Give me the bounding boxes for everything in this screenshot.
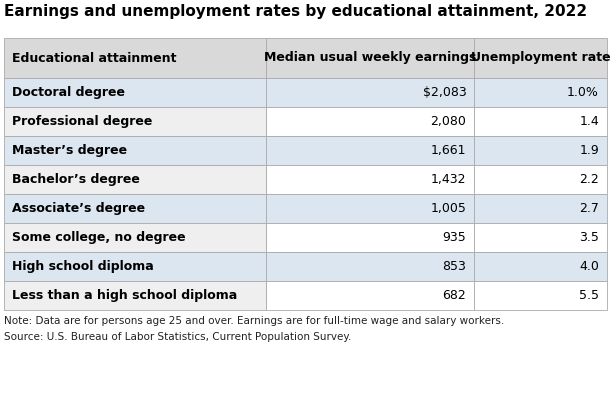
Bar — [266, 38, 474, 78]
Text: Some college, no degree: Some college, no degree — [12, 231, 186, 244]
Bar — [474, 194, 607, 223]
Bar — [266, 281, 474, 310]
Bar — [4, 252, 266, 281]
Text: 1.0%: 1.0% — [567, 86, 599, 99]
Bar — [474, 223, 607, 252]
Text: 935: 935 — [442, 231, 466, 244]
Text: Master’s degree: Master’s degree — [12, 144, 127, 157]
Text: Note: Data are for persons age 25 and over. Earnings are for full-time wage and : Note: Data are for persons age 25 and ov… — [4, 316, 504, 326]
Bar — [474, 107, 607, 136]
Text: Associate’s degree: Associate’s degree — [12, 202, 145, 215]
Text: 4.0: 4.0 — [579, 260, 599, 273]
Bar — [4, 281, 266, 310]
Text: 2,080: 2,080 — [431, 115, 466, 128]
Text: 1,005: 1,005 — [431, 202, 466, 215]
Text: Less than a high school diploma: Less than a high school diploma — [12, 289, 237, 302]
Bar — [266, 194, 474, 223]
Text: 1,432: 1,432 — [431, 173, 466, 186]
Bar — [266, 78, 474, 107]
Bar — [4, 107, 266, 136]
Text: Doctoral degree: Doctoral degree — [12, 86, 125, 99]
Text: 5.5: 5.5 — [579, 289, 599, 302]
Bar — [474, 38, 607, 78]
Text: 1.9: 1.9 — [579, 144, 599, 157]
Bar — [4, 78, 266, 107]
Text: Educational attainment: Educational attainment — [12, 51, 177, 64]
Text: 853: 853 — [442, 260, 466, 273]
Text: Bachelor’s degree: Bachelor’s degree — [12, 173, 140, 186]
Bar — [4, 38, 266, 78]
Text: Source: U.S. Bureau of Labor Statistics, Current Population Survey.: Source: U.S. Bureau of Labor Statistics,… — [4, 332, 351, 342]
Text: 2.2: 2.2 — [579, 173, 599, 186]
Bar — [266, 165, 474, 194]
Text: $2,083: $2,083 — [423, 86, 466, 99]
Text: Professional degree: Professional degree — [12, 115, 152, 128]
Bar — [266, 107, 474, 136]
Text: 1,661: 1,661 — [431, 144, 466, 157]
Text: 682: 682 — [442, 289, 466, 302]
Bar — [4, 165, 266, 194]
Bar — [266, 223, 474, 252]
Bar — [266, 252, 474, 281]
Bar — [474, 252, 607, 281]
Bar — [4, 136, 266, 165]
Text: Unemployment rate: Unemployment rate — [471, 51, 610, 64]
Bar — [4, 223, 266, 252]
Text: 3.5: 3.5 — [579, 231, 599, 244]
Bar — [266, 136, 474, 165]
Text: 2.7: 2.7 — [579, 202, 599, 215]
Bar — [474, 281, 607, 310]
Text: Earnings and unemployment rates by educational attainment, 2022: Earnings and unemployment rates by educa… — [4, 4, 587, 19]
Bar — [474, 78, 607, 107]
Text: Median usual weekly earnings: Median usual weekly earnings — [264, 51, 477, 64]
Text: High school diploma: High school diploma — [12, 260, 154, 273]
Bar — [474, 136, 607, 165]
Text: 1.4: 1.4 — [579, 115, 599, 128]
Bar — [474, 165, 607, 194]
Bar — [4, 194, 266, 223]
